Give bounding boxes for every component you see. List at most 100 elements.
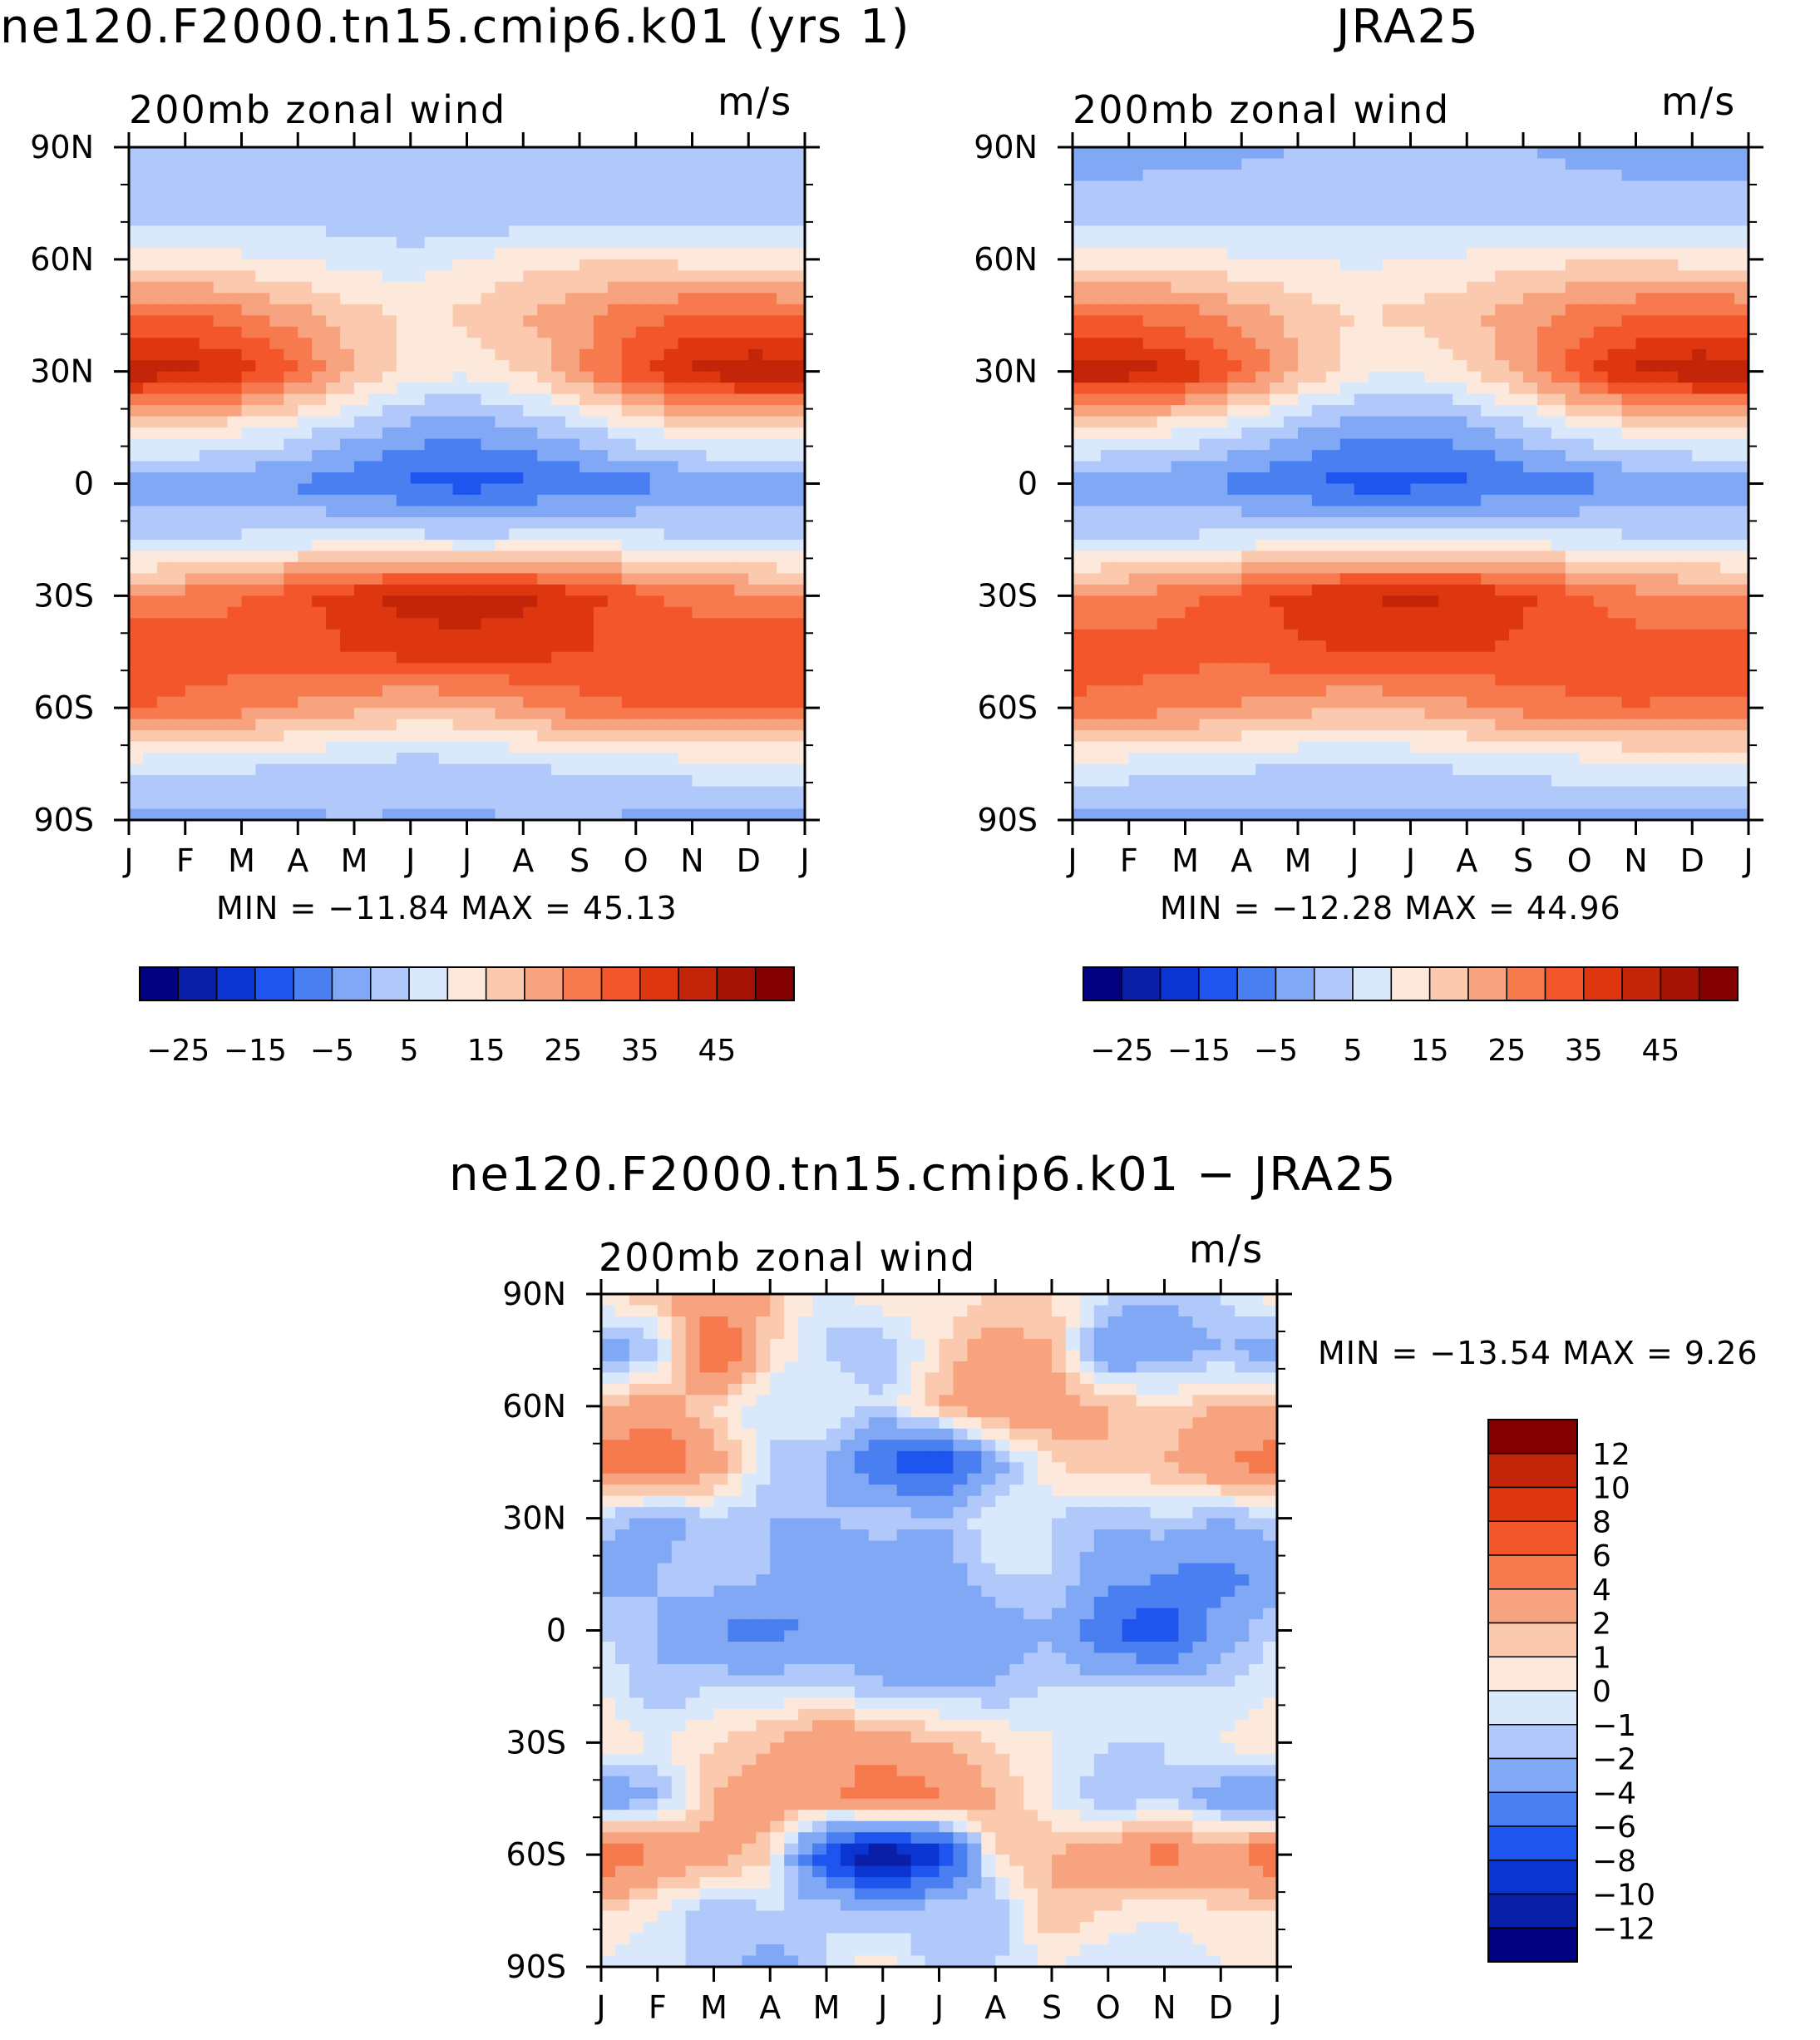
panel1-cell: [213, 483, 229, 496]
panel1-cell: [241, 618, 257, 630]
panel1-cell: [635, 561, 651, 574]
panel1-cell: [593, 786, 609, 798]
panel2-cell: [1396, 393, 1412, 406]
panel1-cell: [185, 528, 200, 541]
panel1-cell: [734, 315, 749, 328]
panel2-cell: [1481, 304, 1496, 316]
panel1-cell: [326, 472, 341, 485]
panel2-cell: [1692, 595, 1707, 608]
panel1-cell: [340, 651, 355, 664]
panel2-cell: [1171, 494, 1186, 507]
panel1-cell: [255, 203, 270, 215]
panel2-cell: [1607, 169, 1623, 182]
panel2-cell: [1157, 561, 1172, 574]
panel1-cell: [142, 315, 158, 328]
panel2-cell: [1734, 494, 1749, 507]
panel2-cell: [1706, 405, 1721, 417]
panel1-cell: [509, 405, 524, 417]
panel2-cell: [1410, 248, 1426, 260]
panel1-cell: [269, 663, 284, 675]
panel2-cell: [1382, 203, 1398, 215]
panel2-cell: [1382, 438, 1398, 451]
panel2-cell: [1339, 427, 1355, 440]
panel1-cell: [410, 786, 426, 798]
panel1-cell: [509, 338, 524, 350]
panel1-cell: [481, 326, 496, 338]
panel2-cell: [1621, 169, 1637, 182]
panel2-cell: [1114, 405, 1130, 417]
panel1-cell: [777, 573, 792, 585]
panel1-cell: [354, 371, 369, 383]
panel2-cell: [1410, 506, 1426, 518]
panel2-cell: [1354, 472, 1369, 485]
panel2-cell: [1100, 438, 1116, 451]
panel2-cell: [1438, 383, 1453, 395]
panel2-cell: [1213, 483, 1228, 496]
panel1-cell: [170, 281, 186, 294]
panel1-cell: [298, 629, 313, 641]
panel1-cell: [692, 348, 708, 361]
panel2-cell: [1467, 214, 1482, 226]
panel1-cell: [326, 461, 341, 473]
panel1-cell: [424, 798, 440, 810]
panel2-cell: [1284, 304, 1299, 316]
panel1-cell: [213, 629, 229, 641]
panel1-cell: [748, 438, 763, 451]
panel2-cell: [1635, 236, 1651, 249]
panel2-cell: [1396, 338, 1412, 350]
panel2-cell: [1339, 248, 1355, 260]
panel1-cell: [396, 281, 412, 294]
panel2-cell: [1523, 606, 1538, 619]
panel1-cell: [495, 393, 510, 406]
panel2-cell: [1185, 281, 1201, 294]
panel2-cell: [1495, 595, 1510, 608]
panel1-cell: [340, 169, 355, 182]
panel1-cell: [621, 584, 637, 596]
panel2-cell: [1509, 539, 1524, 551]
panel2-cell: [1453, 248, 1467, 260]
panel2-cell: [1509, 304, 1524, 316]
panel1-cell: [298, 685, 313, 698]
panel1-cell: [523, 775, 538, 788]
panel1-cell: [481, 506, 496, 518]
panel1-cell: [565, 573, 580, 585]
panel2-cell: [1579, 427, 1595, 440]
panel1-cell: [580, 551, 594, 563]
panel2-cell: [1650, 506, 1665, 518]
panel2-cell: [1298, 516, 1313, 530]
panel2-cell: [1650, 561, 1665, 574]
panel2-cell: [1213, 315, 1228, 328]
panel2-cell: [1593, 393, 1609, 406]
panel1-cell: [495, 685, 510, 698]
panel1-cell: [734, 393, 749, 406]
panel1-cell: [382, 494, 397, 507]
panel1-cell: [748, 236, 763, 249]
panel2-cell: [1354, 293, 1369, 305]
panel2-cell: [1664, 293, 1679, 305]
panel2-cell: [1396, 450, 1412, 462]
panel2-cell: [1650, 584, 1665, 596]
panel2-cell: [1185, 326, 1201, 338]
panel1-cell: [466, 259, 482, 271]
panel1-cell: [199, 741, 215, 753]
panel2-cell: [1536, 383, 1552, 395]
panel2-cell: [1664, 259, 1679, 271]
panel2-cell: [1664, 551, 1679, 563]
panel1-cell: [495, 584, 510, 596]
panel1-cell: [748, 551, 763, 563]
panel1-cell: [565, 685, 580, 698]
panel2-cell: [1227, 606, 1242, 619]
panel2-cell: [1664, 461, 1679, 473]
panel1-cell: [269, 561, 284, 574]
panel2-cell: [1635, 248, 1651, 260]
panel1-cell: [791, 696, 806, 709]
panel2-cell: [1185, 147, 1201, 160]
panel1-cell: [551, 472, 566, 485]
panel2-cell: [1495, 584, 1510, 596]
panel2-cell: [1593, 281, 1609, 294]
panel2-cell: [1593, 348, 1609, 361]
panel2-cell: [1142, 494, 1158, 507]
panel2-cell: [1635, 360, 1651, 373]
panel2-cell: [1424, 180, 1439, 193]
panel1-cell: [199, 147, 215, 160]
